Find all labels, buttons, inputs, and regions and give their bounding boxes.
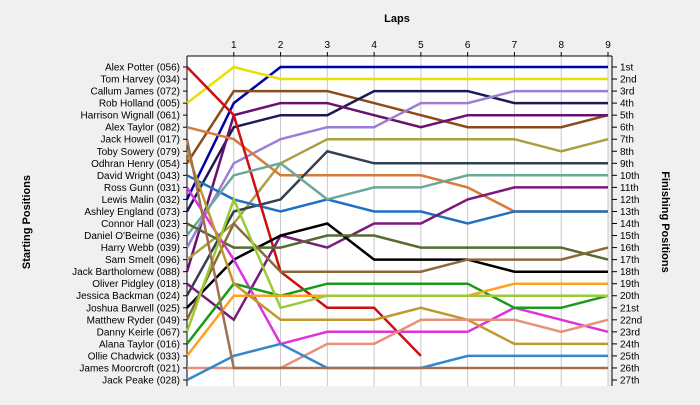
lap-tick-labels: 1 2 3 4 5 6 7 8 9 bbox=[231, 40, 611, 56]
start-position-label: Callum James (072) bbox=[91, 87, 180, 98]
finish-position-label: 5th bbox=[620, 111, 634, 122]
starting-position-labels: Alex Potter (056)Tom Harvey (034)Callum … bbox=[72, 63, 187, 387]
finish-position-label: 19th bbox=[620, 279, 639, 290]
driver-position-line bbox=[186, 65, 608, 105]
start-position-label: Jack Bartholomew (088) bbox=[72, 267, 180, 278]
lap-tick-label: 7 bbox=[512, 40, 518, 51]
start-position-label: Alex Potter (056) bbox=[105, 63, 180, 74]
finish-position-label: 21st bbox=[620, 303, 639, 314]
finish-position-label: 1st bbox=[620, 63, 634, 74]
finish-position-label: 18th bbox=[620, 267, 639, 278]
series-lines bbox=[185, 65, 609, 382]
right-axis-title: Finishing Positions bbox=[659, 171, 671, 272]
start-position-label: Toby Sowery (079) bbox=[97, 147, 180, 158]
driver-position-line bbox=[185, 89, 608, 213]
finish-position-label: 8th bbox=[620, 147, 634, 158]
driver-position-line bbox=[185, 138, 608, 370]
start-position-label: Harry Webb (039) bbox=[101, 243, 180, 254]
finish-position-label: 26th bbox=[620, 363, 639, 374]
finish-position-label: 16th bbox=[620, 243, 639, 254]
finish-position-label: 9th bbox=[620, 159, 634, 170]
start-position-label: Jessica Backman (024) bbox=[76, 291, 180, 302]
finish-position-label: 14th bbox=[620, 219, 639, 230]
finish-position-label: 22nd bbox=[620, 315, 642, 326]
driver-position-line bbox=[185, 221, 609, 321]
finishing-position-labels: 1st2nd3rd4th5th6th7th8th9th10th11th12th1… bbox=[612, 63, 642, 387]
driver-position-line bbox=[185, 150, 608, 346]
driver-position-line bbox=[186, 174, 608, 225]
finish-position-label: 11th bbox=[620, 183, 639, 194]
start-position-label: Harrison Wignall (061) bbox=[81, 111, 180, 122]
lap-tick-label: 5 bbox=[418, 40, 424, 51]
finish-position-label: 20th bbox=[620, 291, 639, 302]
finish-position-label: 7th bbox=[620, 135, 634, 146]
finish-position-label: 4th bbox=[620, 99, 634, 110]
start-position-label: Oliver Pidgley (018) bbox=[92, 279, 180, 290]
start-position-label: Matthew Ryder (049) bbox=[87, 315, 180, 326]
finish-position-label: 2nd bbox=[620, 75, 637, 86]
driver-position-line bbox=[186, 186, 608, 322]
start-position-label: Ollie Chadwick (033) bbox=[88, 351, 180, 362]
left-axis-title: Starting Positions bbox=[21, 175, 33, 269]
start-position-label: David Wright (043) bbox=[97, 171, 180, 182]
finish-position-label: 6th bbox=[620, 123, 634, 134]
start-position-label: Ashley England (073) bbox=[84, 207, 180, 218]
finish-position-label: 23rd bbox=[620, 327, 640, 338]
start-position-label: Tom Harvey (034) bbox=[101, 75, 180, 86]
start-position-label: Jack Howell (017) bbox=[101, 135, 180, 146]
start-position-label: Rob Holland (005) bbox=[99, 99, 180, 110]
start-position-label: James Moorcroft (021) bbox=[79, 363, 180, 374]
finish-position-label: 27th bbox=[620, 376, 639, 387]
lap-tick-label: 8 bbox=[558, 40, 564, 51]
start-position-label: Alex Taylor (082) bbox=[105, 123, 180, 134]
start-position-label: Daniel O'Beirne (036) bbox=[84, 231, 180, 242]
plot-area bbox=[187, 56, 608, 386]
driver-position-line bbox=[185, 101, 608, 273]
driver-position-line bbox=[186, 282, 609, 345]
start-position-label: Lewis Malin (032) bbox=[102, 195, 180, 206]
start-position-label: Jack Peake (028) bbox=[102, 376, 180, 387]
finish-position-label: 24th bbox=[620, 339, 639, 350]
driver-position-line bbox=[185, 65, 608, 200]
finish-position-label: 15th bbox=[620, 231, 639, 242]
start-position-label: Ross Gunn (031) bbox=[104, 183, 180, 194]
lap-tick-label: 6 bbox=[465, 40, 471, 51]
finish-position-label: 17th bbox=[620, 255, 639, 266]
lap-tick-label: 4 bbox=[371, 40, 377, 51]
driver-position-line bbox=[185, 195, 608, 333]
driver-position-line bbox=[185, 89, 609, 164]
start-position-label: Sam Smelt (096) bbox=[105, 255, 180, 266]
lap-tick-label: 9 bbox=[605, 40, 611, 51]
chart-title: Laps bbox=[384, 13, 410, 25]
lap-tick-label: 1 bbox=[231, 40, 237, 51]
finish-position-label: 12th bbox=[620, 195, 639, 206]
finish-position-label: 13th bbox=[620, 207, 639, 218]
start-position-label: Joshua Barwell (025) bbox=[86, 303, 180, 314]
driver-position-line bbox=[185, 89, 608, 249]
finish-position-label: 10th bbox=[620, 171, 639, 182]
start-position-label: Danny Keirle (067) bbox=[97, 327, 180, 338]
start-position-label: Odhran Henry (054) bbox=[91, 159, 180, 170]
lap-tick-label: 3 bbox=[325, 40, 331, 51]
lap-tick-label: 2 bbox=[278, 40, 284, 51]
start-position-label: Connor Hall (023) bbox=[101, 219, 180, 230]
finish-position-label: 3rd bbox=[620, 87, 634, 98]
start-position-label: Alana Taylor (016) bbox=[99, 339, 180, 350]
finish-position-label: 25th bbox=[620, 351, 639, 362]
driver-position-line bbox=[186, 161, 608, 237]
